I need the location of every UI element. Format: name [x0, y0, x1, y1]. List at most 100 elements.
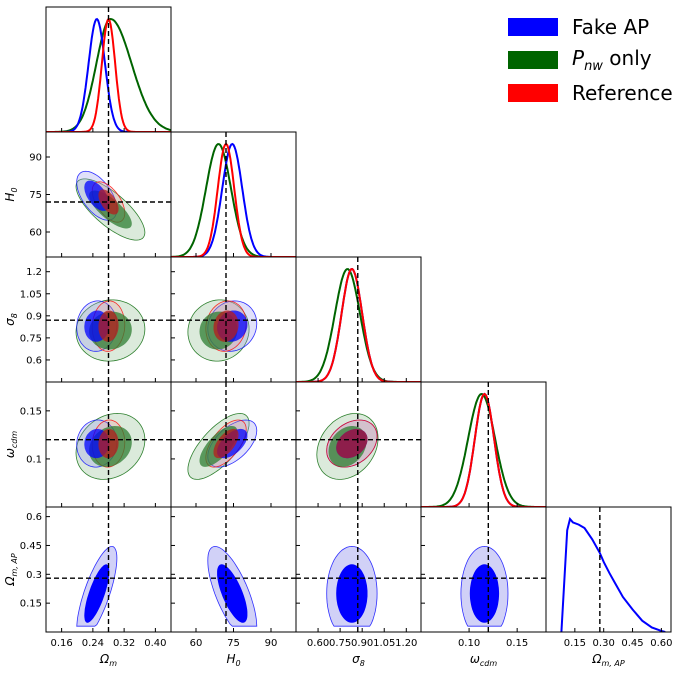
panel-s8-vs-H0: [171, 257, 296, 382]
plot-layer: [46, 7, 666, 632]
y-tick-label: 0.6: [26, 355, 42, 366]
x-tick-label: 0.45: [621, 638, 643, 649]
y-axis-label: Ωm, AP: [3, 553, 19, 587]
contour-inner-fake-ap: [84, 564, 110, 623]
y-tick-label: 0.9: [26, 311, 42, 322]
panel-H0-vs-Om: [46, 132, 171, 257]
legend: Fake AP Pnw only Reference: [508, 10, 673, 109]
marginal-curve-reference: [421, 392, 546, 507]
panel-frame: [420, 381, 547, 508]
legend-label-pnw-only: Pnw only: [572, 46, 652, 74]
panel-s8-vs-Om: [46, 257, 171, 382]
marginal-curve-reference: [296, 268, 421, 382]
y-tick-label: 0.3: [26, 570, 42, 581]
x-axis-label-symbol: ω: [470, 652, 480, 666]
x-axis-label-symbol: Ω: [99, 652, 110, 666]
contour-inner-fake-ap: [469, 564, 500, 623]
x-tick-label: 0.15: [564, 638, 586, 649]
y-tick-label: 0.15: [20, 599, 42, 610]
panel-wc-vs-H0: [171, 382, 296, 507]
contour-inner-fake-ap: [336, 564, 368, 623]
x-tick-label: 1.05: [373, 638, 395, 649]
x-axis-label-sub: 8: [360, 659, 365, 668]
marginal-curve-p-nw-only: [421, 392, 546, 507]
legend-swatch-fake-ap: [508, 17, 558, 36]
legend-label-reference: Reference: [572, 80, 673, 105]
y-tick-label: 1.05: [20, 289, 42, 300]
marginal-Om: [46, 7, 171, 132]
contour-inner-fake-ap: [217, 564, 248, 623]
y-axis-label-symbol: H: [3, 193, 17, 202]
y-axis-label: ωcdm: [3, 431, 19, 459]
marginal-curve-fake-ap: [560, 516, 666, 632]
x-tick-label: 0.10: [458, 638, 480, 649]
y-axis-label: σ8: [3, 313, 19, 326]
legend-swatch-reference: [508, 83, 558, 102]
x-axis-label-symbol: σ: [352, 652, 360, 666]
legend-item-pnw-only: Pnw only: [508, 43, 673, 76]
x-tick-label: 90: [265, 638, 278, 649]
x-tick-label: 0.32: [113, 638, 135, 649]
panel-wc-vs-s8: [296, 382, 421, 507]
y-axis-label-sub: 0: [10, 187, 19, 192]
x-tick-label: 0.30: [593, 638, 615, 649]
y-axis-label-symbol: Ω: [3, 576, 17, 587]
x-axis-label: H0: [226, 652, 240, 668]
x-axis-label-sub: 0: [235, 659, 240, 668]
y-tick-label: 1.2: [26, 267, 42, 278]
legend-label-pnw-suffix: only: [602, 45, 652, 70]
y-tick-label: 0.6: [26, 512, 42, 523]
y-axis-label-sub: m, AP: [10, 553, 19, 576]
legend-label-pnw-sub: nw: [584, 58, 603, 74]
marginal-curve-p-nw-only: [171, 143, 296, 257]
x-tick-label: 0.90: [351, 638, 373, 649]
y-tick-label: 0.15: [20, 406, 42, 417]
y-tick-label: 0.45: [20, 541, 42, 552]
contour-inner-reference: [213, 428, 239, 459]
x-tick-label: 0.75: [329, 638, 351, 649]
x-axis-label: σ8: [352, 652, 365, 668]
x-tick-label: 0.16: [50, 638, 72, 649]
contour-inner-reference: [213, 310, 239, 342]
panel-OmAP-vs-Om: [46, 507, 171, 632]
x-axis-label: Ωm, AP: [591, 652, 625, 668]
panel-OmAP-vs-H0: [171, 507, 296, 632]
y-axis-label-sub: 8: [10, 313, 19, 318]
x-axis-label-sub: m, AP: [601, 659, 624, 668]
x-axis-label-symbol: Ω: [591, 652, 602, 666]
y-tick-label: 90: [29, 153, 42, 164]
legend-label-pnw-symbol: P: [572, 45, 585, 70]
panel-wc-vs-Om: [46, 382, 171, 507]
legend-item-fake-ap: Fake AP: [508, 10, 673, 43]
y-axis-label: H0: [3, 187, 19, 201]
x-axis-label-sub: cdm: [480, 659, 497, 668]
marginal-curve-p-nw-only: [296, 268, 421, 382]
marginal-wc: [421, 382, 546, 507]
y-axis-label-sub: cdm: [10, 431, 19, 448]
x-tick-label: 75: [227, 638, 240, 649]
x-tick-label: 0.15: [506, 638, 528, 649]
y-tick-label: 60: [29, 228, 42, 239]
contour-inner-reference: [98, 189, 119, 215]
marginal-curve-reference: [171, 142, 296, 257]
x-axis-label: Ωm: [99, 652, 117, 668]
x-axis-label-symbol: H: [226, 652, 235, 666]
marginal-H0: [171, 132, 296, 257]
x-tick-label: 1.20: [395, 638, 417, 649]
marginal-s8: [296, 257, 421, 382]
x-tick-label: 0.40: [144, 638, 166, 649]
contour-inner-reference: [98, 428, 119, 459]
marginal-OmAP: [560, 507, 666, 632]
panel-OmAP-vs-s8: [296, 507, 421, 632]
y-tick-label: 0.1: [26, 454, 42, 465]
y-tick-label: 0.75: [20, 333, 42, 344]
panel-frame: [295, 256, 422, 383]
x-axis-label: ωcdm: [470, 652, 498, 668]
y-tick-label: 75: [29, 190, 42, 201]
y-axis-label-symbol: ω: [3, 448, 17, 458]
x-tick-label: 0.60: [307, 638, 329, 649]
marginal-curve-fake-ap: [171, 142, 296, 257]
legend-item-reference: Reference: [508, 76, 673, 109]
